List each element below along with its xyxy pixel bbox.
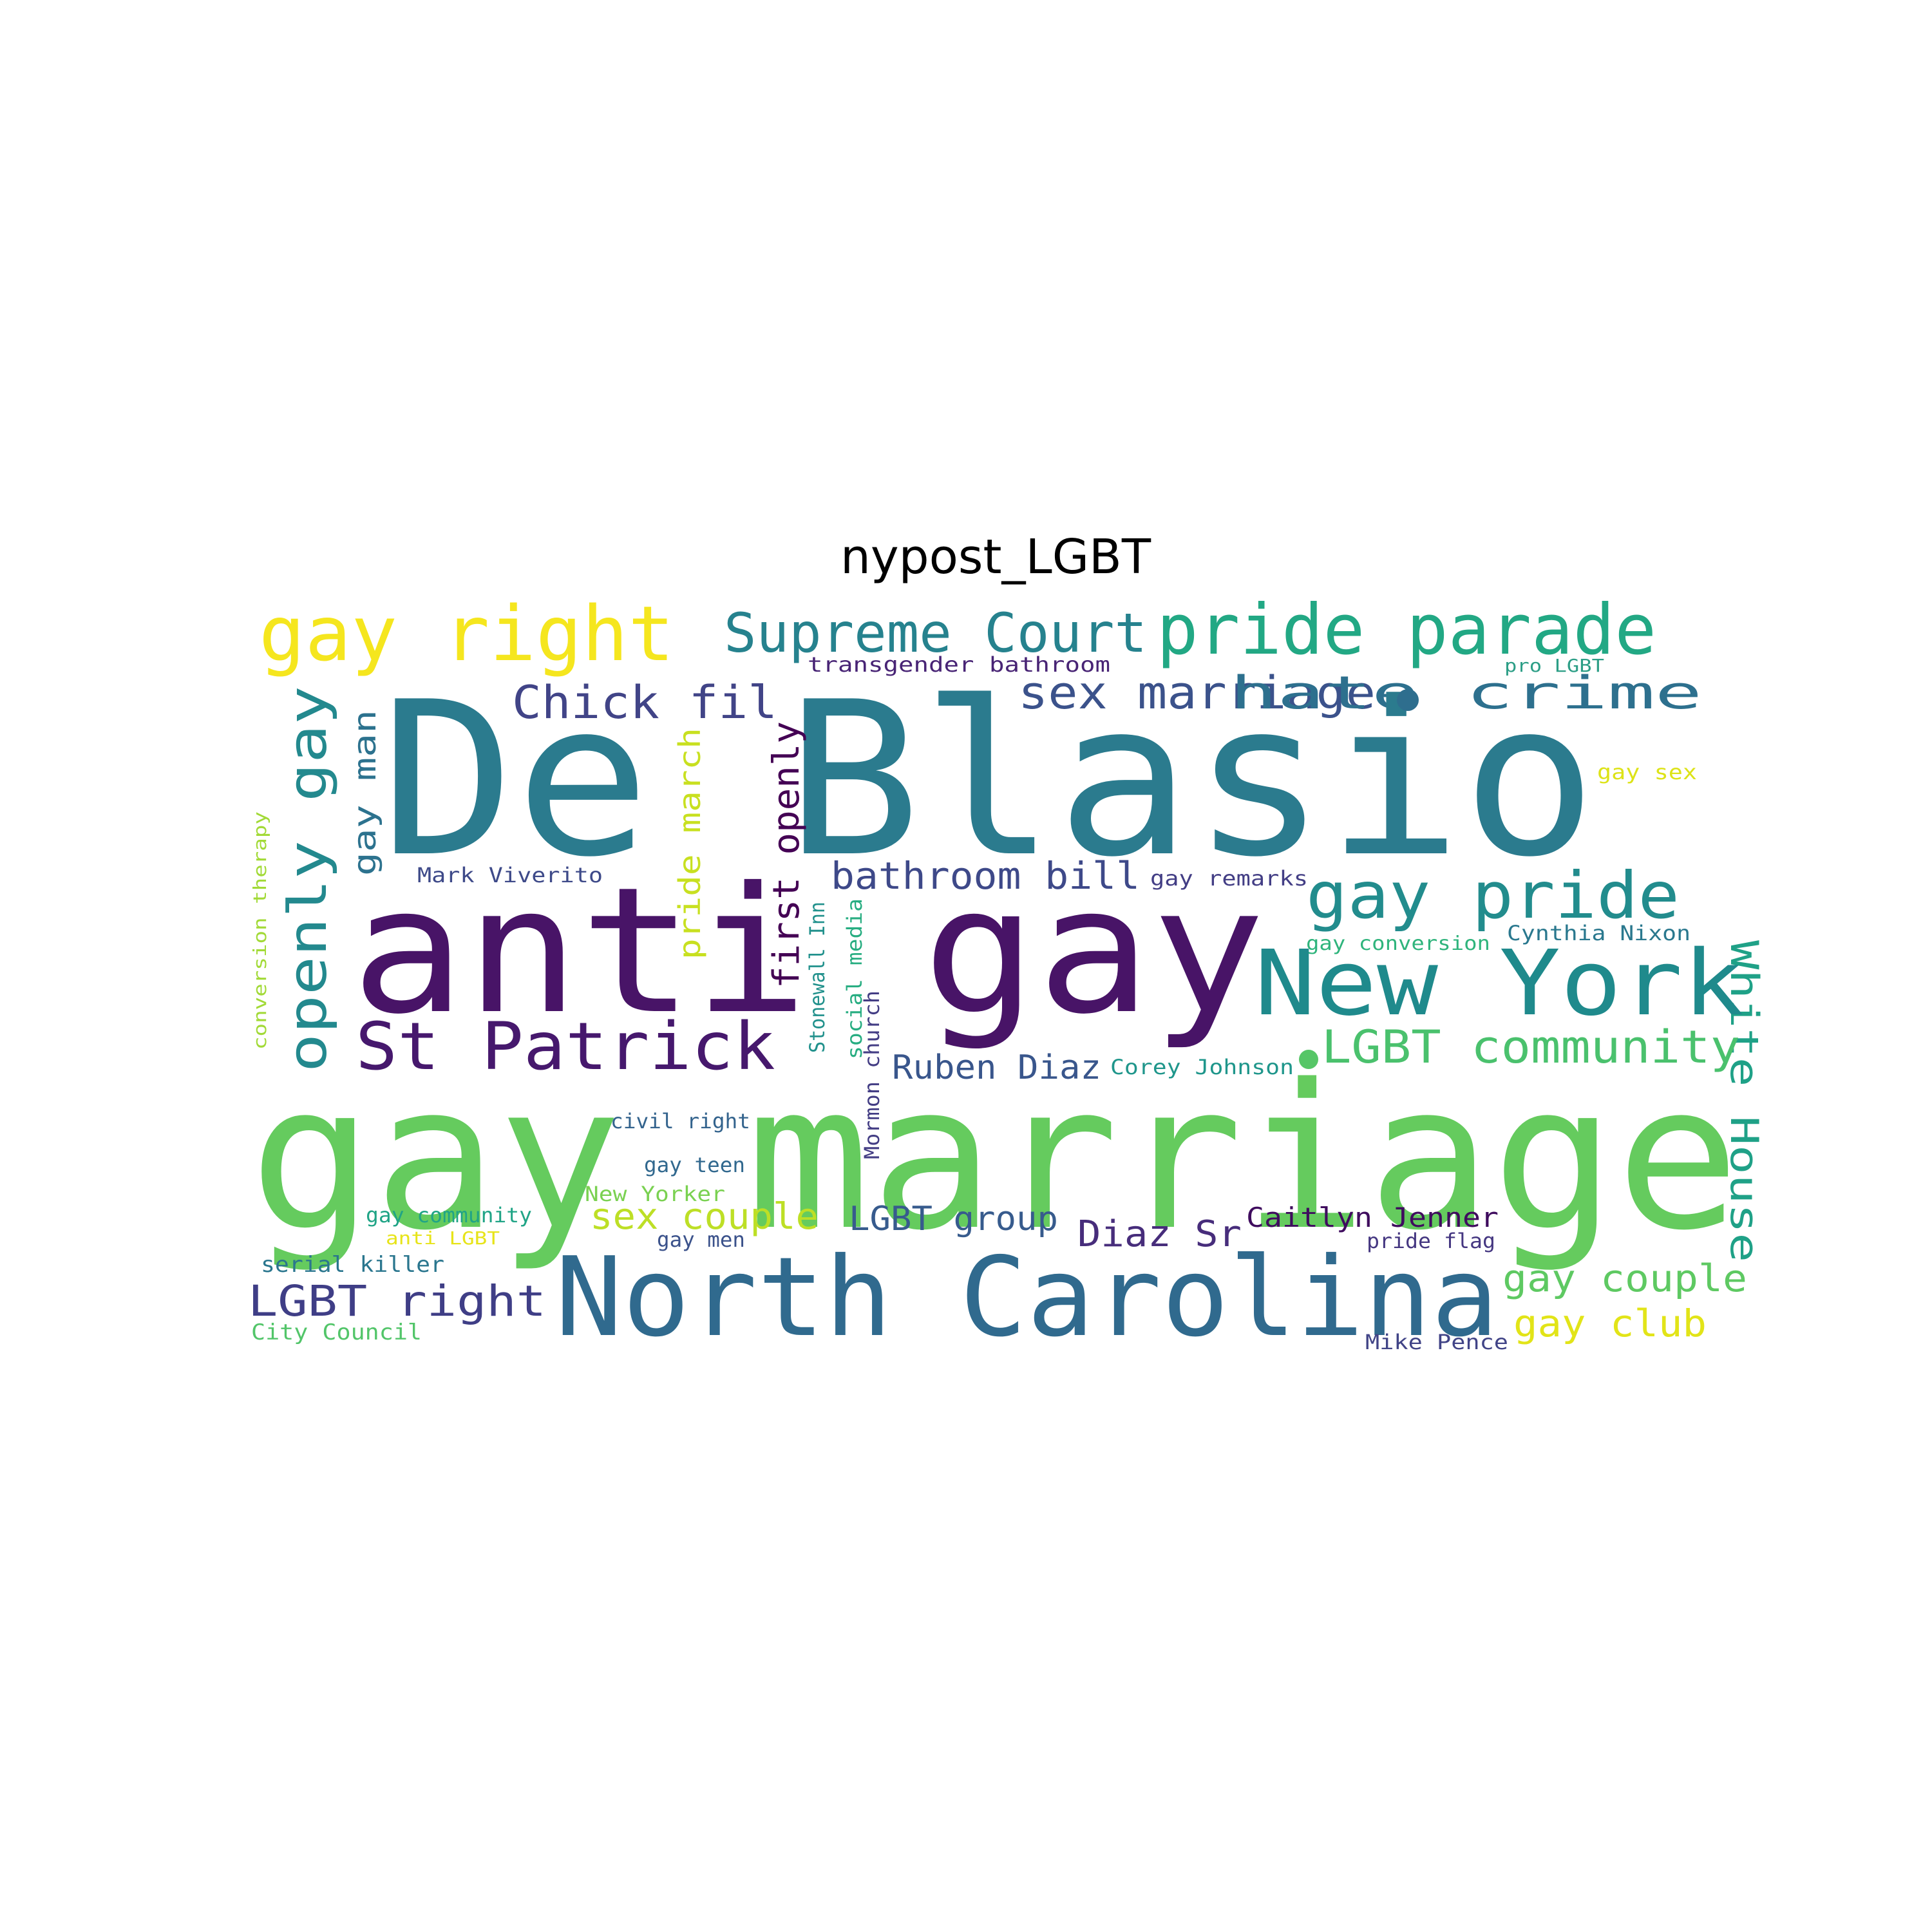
cloud-word: Supreme Court: [724, 601, 1147, 665]
cloud-word: New Yorker: [585, 1182, 725, 1206]
cloud-word: LGBT community: [1321, 1021, 1740, 1074]
cloud-word: Diaz Sr: [1077, 1213, 1242, 1255]
cloud-word: gay men: [657, 1227, 745, 1252]
cloud-word: gay remarks: [1150, 866, 1308, 891]
cloud-word: pride march: [672, 728, 707, 960]
cloud-word: Mormon church: [860, 990, 884, 1159]
cloud-word: anti LGBT: [386, 1227, 500, 1249]
cloud-word: Chick fil: [512, 676, 777, 729]
cloud-word: openly gay: [278, 686, 339, 1072]
cloud-word: hate crime: [1230, 667, 1702, 719]
cloud-word: New York: [1255, 931, 1744, 1036]
cloud-word: conversion therapy: [249, 811, 270, 1050]
cloud-word: sex marriage: [1018, 667, 1376, 719]
cloud-word: serial killer: [261, 1252, 444, 1278]
cloud-word: Cynthia Nixon: [1507, 921, 1690, 945]
cloud-word: De Blasio: [380, 656, 1597, 904]
cloud-word: bathroom bill: [831, 854, 1140, 898]
cloud-word: gay man: [347, 710, 383, 876]
cloud-word: Mike Pence: [1365, 1330, 1508, 1354]
cloud-word: gay right: [259, 589, 674, 678]
cloud-word: LGBT right: [248, 1276, 546, 1326]
cloud-word: social media: [842, 898, 867, 1059]
dot-mark: [1299, 1050, 1318, 1069]
cloud-word: City Council: [251, 1320, 422, 1345]
cloud-word: Caitlyn Jenner: [1246, 1202, 1499, 1233]
cloud-word: LGBT group: [849, 1200, 1058, 1238]
cloud-word: North Carolina: [555, 1234, 1499, 1361]
cloud-word: White House: [1721, 940, 1766, 1262]
cloud-word: Stonewall Inn: [805, 902, 829, 1053]
cloud-word: gay marriage: [249, 1042, 1740, 1274]
word-group: gay right Supreme Court pride parade transg…: [248, 589, 1766, 1361]
cloud-word: gay couple: [1502, 1256, 1747, 1300]
cloud-word: pro LGBT: [1504, 655, 1604, 676]
cloud-word: sex couple: [590, 1196, 819, 1238]
cloud-word: gay conversion: [1306, 933, 1490, 955]
cloud-word: pride flag: [1367, 1229, 1495, 1253]
figure-title: nypost_LGBT: [840, 529, 1151, 585]
cloud-word: gay community: [366, 1203, 532, 1227]
cloud-word: gay sex: [1597, 760, 1697, 784]
cloud-word: pride parade: [1157, 590, 1656, 670]
cloud-word: gay teen: [644, 1153, 745, 1177]
dot-mark: [1397, 689, 1419, 711]
cloud-word: anti gay: [351, 849, 1265, 1052]
cloud-word: first openly: [766, 721, 808, 989]
cloud-word: Mark Viverito: [417, 863, 603, 887]
cloud-word: civil right: [611, 1109, 750, 1133]
cloud-word: gay club: [1513, 1302, 1707, 1345]
cloud-word: Corey Johnson: [1110, 1055, 1294, 1079]
cloud-word: gay pride: [1306, 858, 1680, 933]
cloud-word: Ruben Diaz: [892, 1048, 1101, 1087]
cloud-word: transgender bathroom: [808, 652, 1110, 677]
cloud-word: St Patrick: [355, 1009, 775, 1085]
